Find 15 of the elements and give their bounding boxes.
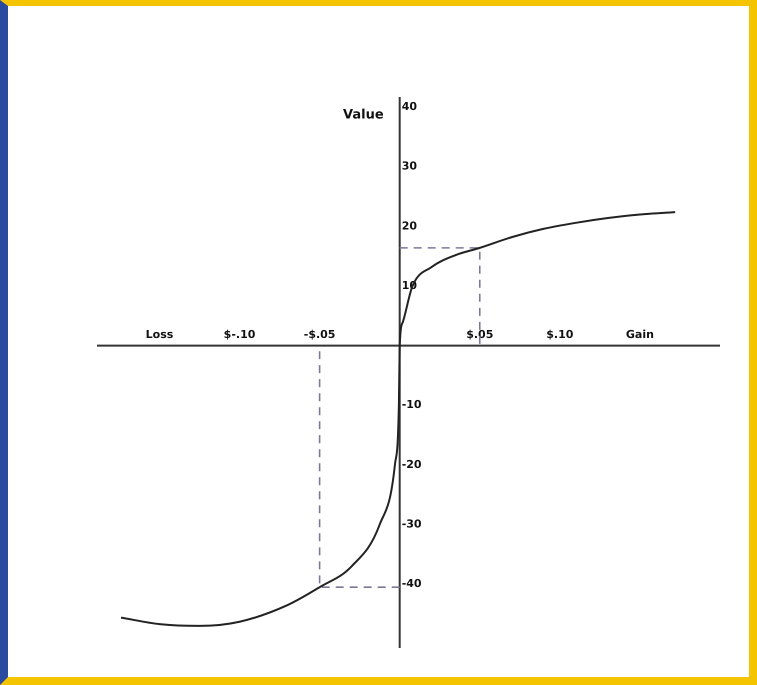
x-tick-label: -$.05 [304,328,336,342]
x-tick-label: Loss [146,328,174,342]
x-tick-label: $-.10 [224,328,256,342]
y-tick-label: -40 [402,577,422,590]
y-tick-label: 40 [402,100,418,113]
y-tick-label: 20 [402,219,418,232]
x-tick-label: $.05 [466,328,494,342]
y-tick-label: -20 [402,458,422,471]
y-tick-label: 30 [402,160,418,173]
y-tick-label: -10 [402,398,422,412]
x-tick-label: Gain [626,328,654,342]
y-axis-title: Value [343,108,384,123]
line-series [120,211,676,627]
x-tick-label: $.10 [546,328,574,342]
y-tick-label: -30 [402,517,422,530]
